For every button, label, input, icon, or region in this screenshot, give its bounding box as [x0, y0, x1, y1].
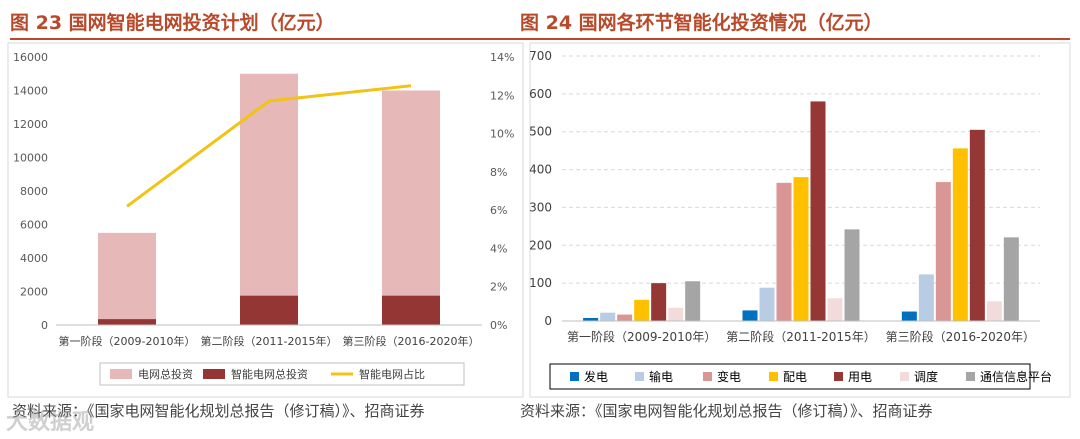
line-smart-grid-ratio [126, 84, 412, 208]
bar-2 [776, 182, 792, 321]
y2-tick-label: 0% [490, 319, 507, 332]
y2-tick-label: 14% [490, 51, 514, 64]
y-tick-label: 16000 [13, 51, 48, 64]
y2-tick-label: 2% [490, 281, 507, 294]
y-tick-label: 8000 [20, 185, 48, 198]
y-tick-label: 200 [529, 238, 552, 252]
y-tick-label: 500 [529, 125, 552, 139]
legend-swatch [203, 369, 225, 379]
bar-total-investment [98, 232, 156, 325]
bar-4 [969, 129, 985, 321]
source-note-left: 资料来源：《国家电网智能化规划总报告（修订稿）》、招商证券 [12, 402, 425, 420]
bar-3 [952, 148, 968, 321]
bar-3 [793, 177, 809, 321]
chart-1-title: 图 23 国网智能电网投资计划（亿元） [10, 12, 335, 34]
x-tick-label: 第三阶段（2016-2020年） [886, 329, 1035, 344]
y-tick-label: 6000 [20, 219, 48, 232]
x-tick-label: 第三阶段（2016-2020年） [343, 334, 480, 348]
y-tick-label: 10000 [13, 152, 48, 165]
y-tick-label: 300 [529, 200, 552, 214]
source-note-right: 资料来源：《国家电网智能化规划总报告（修订稿）》、招商证券 [520, 402, 933, 420]
legend-label: 调度 [914, 369, 938, 384]
bar-1 [759, 287, 775, 321]
bar-5 [986, 301, 1002, 321]
chart-2-frame [529, 42, 1071, 398]
bar-4 [651, 283, 667, 321]
legend-swatch [966, 372, 975, 381]
y2-tick-label: 8% [490, 166, 507, 179]
legend-swatch [703, 372, 712, 381]
bar-1 [918, 274, 934, 321]
chart-2-legend-box [549, 363, 1031, 390]
legend-swatch [834, 372, 843, 381]
y-tick-label: 400 [529, 163, 552, 177]
legend-label: 输电 [649, 369, 673, 384]
y2-tick-label: 4% [490, 242, 507, 255]
legend-label: 发电 [584, 369, 608, 384]
bar-total-investment [382, 90, 440, 325]
bar-4 [810, 101, 826, 321]
y-tick-label: 0 [544, 314, 552, 328]
bar-5 [668, 307, 684, 321]
bar-6 [685, 281, 701, 321]
y-tick-label: 14000 [13, 85, 48, 98]
x-tick-label: 第二阶段（2011-2015年） [726, 329, 875, 344]
legend-swatch [900, 372, 909, 381]
x-tick-label: 第一阶段（2009-2010年） [567, 329, 716, 344]
bar-smart-grid-investment [98, 319, 156, 325]
legend-label: 电网总投资 [138, 367, 193, 381]
x-tick-label: 第二阶段（2011-2015年） [201, 334, 338, 348]
bar-0 [742, 310, 758, 321]
chart-2-title-rule [520, 38, 1070, 40]
bar-6 [1003, 237, 1019, 321]
y-tick-label: 100 [529, 276, 552, 290]
chart-1-svg: 0 2000 4000 6000 8000 10000 12000 14000 16000 0% 2… [7, 42, 524, 398]
legend-label: 通信信息平台 [980, 369, 1052, 384]
legend-label: 变电 [717, 369, 741, 384]
chart-1-title-rule [10, 38, 520, 40]
y2-tick-label: 12% [490, 89, 514, 102]
legend-swatch [570, 372, 579, 381]
bar-0 [901, 311, 917, 321]
y2-tick-label: 10% [490, 128, 514, 141]
legend-swatch [769, 372, 778, 381]
bar-5 [827, 298, 843, 321]
legend-label: 配电 [783, 370, 807, 384]
y-tick-label: 700 [529, 49, 552, 63]
legend-label: 智能电网总投资 [231, 367, 308, 381]
bar-0 [583, 317, 599, 321]
chart-2-title: 图 24 国网各环节智能化投资情况（亿元） [520, 12, 883, 34]
watermark-text: 大数据观 [6, 410, 95, 435]
bar-6 [844, 229, 860, 321]
chart-1-legend-box [99, 362, 465, 386]
y-tick-label: 2000 [20, 286, 48, 299]
y-tick-label: 600 [529, 87, 552, 101]
y-tick-label: 0 [41, 319, 48, 332]
y-tick-label: 12000 [13, 118, 48, 131]
legend-swatch [110, 369, 132, 379]
bar-total-investment [240, 73, 298, 325]
legend-label: 用电 [848, 370, 872, 384]
bar-3 [634, 299, 650, 321]
y2-tick-label: 6% [490, 204, 507, 217]
bar-2 [617, 314, 633, 321]
x-tick-label: 第一阶段（2009-2010年） [59, 334, 196, 348]
bar-smart-grid-investment [240, 295, 298, 325]
legend-label: 智能电网占比 [359, 367, 425, 381]
y-tick-label: 4000 [20, 252, 48, 265]
chart-2-svg: 0 100 200 300 400 500 600 700 第一阶段（2009-2010年） 第二… [529, 42, 1071, 398]
bar-smart-grid-investment [382, 295, 440, 325]
bar-1 [600, 312, 616, 321]
bar-2 [935, 182, 951, 321]
legend-swatch [635, 372, 644, 381]
chart-1-frame [7, 42, 524, 398]
